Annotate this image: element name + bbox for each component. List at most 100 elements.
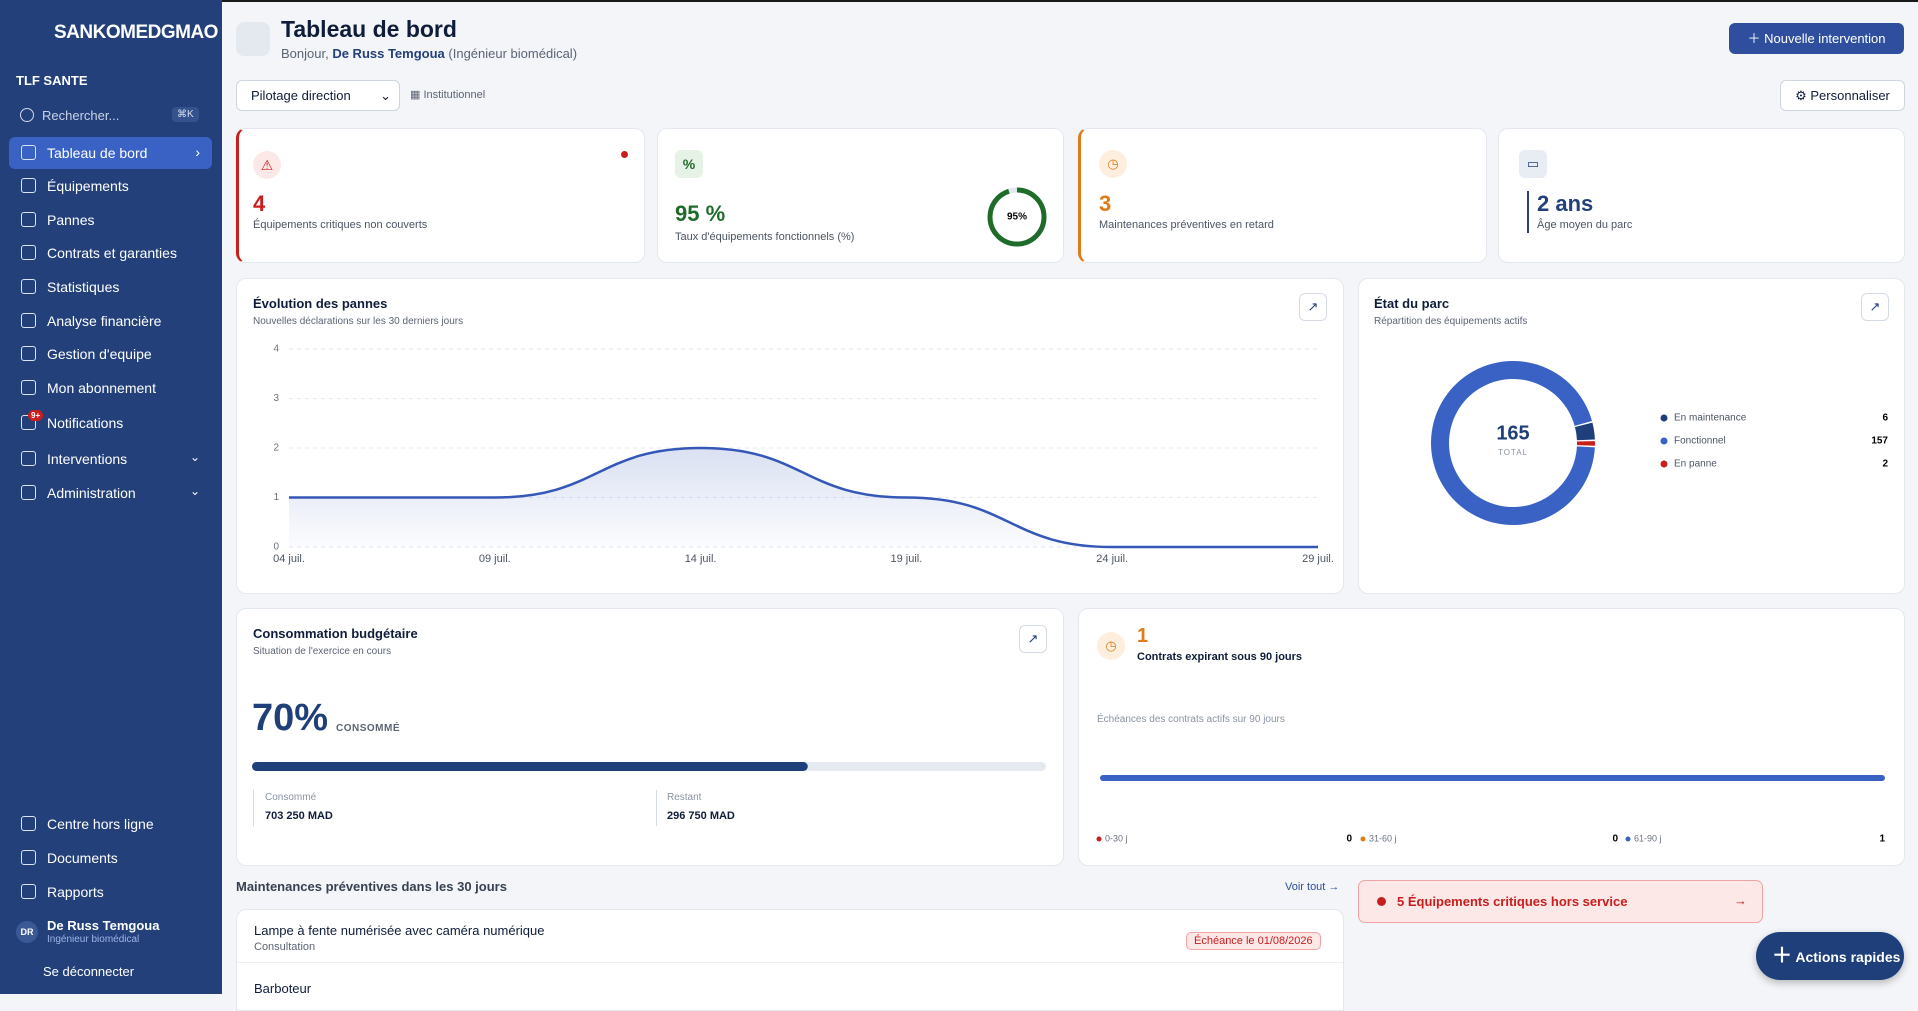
user-role: Ingénieur biomédical — [47, 934, 140, 945]
nav-item[interactable]: Statistiques — [9, 271, 212, 303]
nav-item[interactable]: Interventions ⌄ — [9, 443, 212, 475]
nav-icon — [21, 346, 36, 361]
contracts-title: Contrats expirant sous 90 jours — [1137, 651, 1303, 663]
expand-button[interactable]: ↗ — [1299, 293, 1327, 321]
search[interactable]: Rechercher... — [42, 108, 120, 123]
contracts-icon: ◷ — [1097, 632, 1125, 660]
contracts-subtitle: Échéances des contrats actifs sur 90 jou… — [1097, 714, 1285, 725]
card-subtitle: Nouvelles déclarations sur les 30 dernie… — [253, 316, 464, 327]
card-title: État du parc — [1374, 296, 1450, 311]
item-name: Lampe à fente numérisée avec caméra numé… — [254, 923, 545, 938]
budget-caption: CONSOMMÉ — [336, 723, 400, 734]
badge: 9+ — [28, 410, 44, 421]
accent — [1527, 191, 1529, 233]
alert-dot — [1377, 897, 1386, 906]
card-subtitle: Répartition des équipements actifs — [1374, 316, 1528, 327]
kpi-value: 4 — [253, 191, 266, 216]
see-all-label: Voir tout — [1285, 881, 1326, 893]
kpi-icon: ◷ — [1099, 150, 1127, 178]
customize-label: Personnaliser — [1810, 88, 1890, 103]
nav-label: Contrats et garanties — [47, 245, 177, 261]
nav-item[interactable]: Contrats et garanties — [9, 237, 212, 269]
kpi-value: 2 ans — [1537, 191, 1594, 216]
nav-item[interactable]: Équipements — [9, 170, 212, 202]
section-title: Maintenances préventives dans les 30 jou… — [236, 879, 507, 894]
nav-item[interactable]: Notifications 9+ — [9, 407, 212, 439]
kpi-card: ◷ 3 Maintenances préventives en retard — [1078, 128, 1487, 263]
nav-item[interactable]: Centre hors ligne — [9, 808, 212, 840]
consumed: 703 250 MAD — [265, 810, 333, 822]
logout[interactable]: Se déconnecter — [43, 964, 135, 979]
remaining-label: Restant — [667, 792, 702, 803]
item-type: Consultation — [254, 941, 316, 953]
nav-item[interactable]: Gestion d'equipe — [9, 338, 212, 370]
nav-item[interactable]: Rapports — [9, 876, 212, 908]
new-intervention-label: Nouvelle intervention — [1764, 31, 1886, 46]
line-chart-card: Évolution des pannes Nouvelles déclarati… — [236, 278, 1344, 594]
new-intervention[interactable]: ＋ Nouvelle intervention — [1729, 23, 1904, 54]
budget-card: Consommation budgétaire Situation de l'e… — [236, 608, 1064, 866]
card-title: Consommation budgétaire — [253, 626, 418, 641]
user-name: De Russ Temgoua — [47, 918, 160, 933]
nav-label: Statistiques — [47, 279, 120, 295]
nav-item[interactable]: Pannes — [9, 204, 212, 236]
kpi-card: ▭ 2 ans Âge moyen du parc — [1498, 128, 1905, 263]
status-dot — [621, 151, 628, 158]
view-select-label: Pilotage direction — [251, 88, 351, 103]
top-border — [0, 0, 1918, 2]
nav-icon — [21, 850, 36, 865]
avatar: DR — [16, 921, 38, 943]
scope-label: Institutionnel — [423, 89, 486, 101]
nav-label: Mon abonnement — [47, 380, 156, 396]
maintenance-list: Lampe à fente numérisée avec caméra numé… — [236, 909, 1344, 1011]
kpi-icon: % — [675, 150, 703, 178]
nav-label: Pannes — [47, 212, 95, 228]
see-all[interactable]: Voir tout → — [1285, 881, 1340, 893]
nav-label: Administration — [47, 485, 136, 501]
contracts-count: 1 — [1137, 625, 1149, 647]
nav-icon — [21, 884, 36, 899]
card-title: Évolution des pannes — [253, 296, 388, 311]
nav-icon — [21, 178, 36, 193]
due-badge: Échéance le 01/08/2026 — [1186, 932, 1321, 950]
divider — [253, 790, 254, 826]
kpi-value: 3 — [1099, 191, 1112, 216]
expand-button[interactable]: ↗ — [1861, 293, 1889, 321]
nav-item[interactable]: Documents — [9, 842, 212, 874]
critical-alert[interactable]: 5 Équipements critiques hors service → — [1358, 880, 1763, 923]
chevron: › — [195, 144, 200, 160]
kpi-value: 95 % — [675, 201, 726, 226]
expand-button[interactable]: ↗ — [1019, 625, 1047, 653]
page-title: Tableau de bord — [281, 16, 457, 42]
quick-actions[interactable]: ＋ Actions rapides — [1756, 932, 1904, 980]
nav-icon — [21, 212, 36, 227]
kpi-label: Maintenances préventives en retard — [1099, 219, 1274, 231]
nav-label: Interventions — [47, 451, 128, 467]
kpi-card: ⚠ 4 Équipements critiques non couverts — [236, 128, 645, 263]
view-select[interactable]: Pilotage direction ⌄ — [236, 80, 400, 111]
nav-icon — [21, 145, 36, 160]
nav-item[interactable]: Mon abonnement — [9, 372, 212, 404]
greeting: Bonjour, De Russ Temgoua (Ingénieur biom… — [281, 46, 577, 61]
greeting-user: De Russ Temgoua — [332, 46, 445, 61]
nav-icon — [21, 485, 36, 500]
shortcut: ⌘K — [172, 107, 199, 122]
org-name: TLF SANTE — [16, 73, 88, 88]
kpi-label: Taux d'équipements fonctionnels (%) — [675, 231, 855, 243]
nav-label: Équipements — [47, 178, 129, 194]
greeting-text: Bonjour, — [281, 46, 329, 61]
nav-item[interactable]: Tableau de bord › — [9, 137, 212, 169]
nav-icon — [21, 380, 36, 395]
customize[interactable]: ⚙ Personnaliser — [1780, 80, 1905, 111]
remaining: 296 750 MAD — [667, 810, 735, 822]
nav-label: Notifications — [47, 415, 124, 431]
kpi-label: Âge moyen du parc — [1537, 219, 1633, 231]
card-subtitle: Situation de l'exercice en cours — [253, 646, 392, 657]
divider — [656, 790, 657, 826]
kpi-icon: ▭ — [1519, 150, 1547, 178]
nav-item[interactable]: Administration ⌄ — [9, 477, 212, 509]
nav-label: Gestion d'equipe — [47, 346, 152, 362]
nav-item[interactable]: Analyse financière — [9, 305, 212, 337]
sidebar: SANKOMEDGMAO TLF SANTE Rechercher... ⌘K … — [0, 0, 222, 994]
